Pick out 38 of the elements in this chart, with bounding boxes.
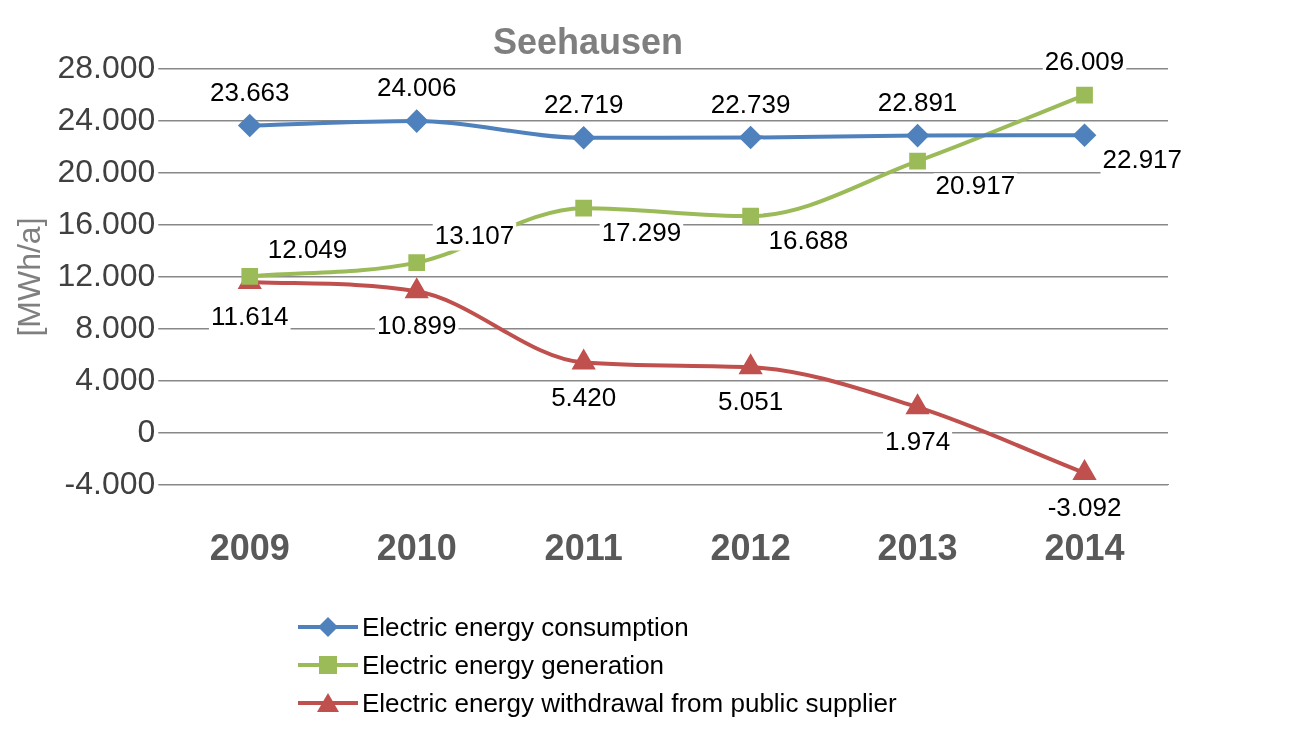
legend-label: Electric energy withdrawal from public supplier — [362, 687, 897, 720]
data-label: 5.051 — [718, 386, 784, 417]
data-label: 23.663 — [209, 76, 290, 107]
y-axis-title: [MWh/a] — [11, 217, 48, 337]
data-label: 12.049 — [267, 233, 348, 264]
data-label: 22.891 — [877, 86, 958, 117]
y-tick-label: 4.000 — [75, 360, 156, 397]
y-tick-label: 16.000 — [57, 204, 156, 241]
y-tick-label: 0 — [137, 412, 156, 449]
data-label: 20.917 — [935, 170, 1016, 201]
x-tick-label: 2013 — [877, 527, 958, 569]
x-tick-label: 2009 — [209, 527, 290, 569]
legend-label: Electric energy generation — [362, 649, 665, 682]
y-tick-label: 8.000 — [75, 308, 156, 345]
chart-title: Seehausen — [492, 20, 684, 62]
data-label: 11.614 — [210, 301, 289, 332]
data-label: 16.688 — [768, 225, 849, 256]
data-label: 24.006 — [376, 72, 457, 103]
x-tick-label: 2011 — [544, 527, 623, 569]
data-label: 10.899 — [376, 310, 457, 341]
x-tick-label: 2012 — [710, 527, 791, 569]
data-label: 17.299 — [601, 217, 682, 248]
x-tick-label: 2014 — [1044, 527, 1125, 569]
data-label: 22.719 — [543, 88, 624, 119]
y-tick-label: 12.000 — [57, 256, 156, 293]
data-label: 26.009 — [1044, 46, 1125, 77]
y-tick-label: 20.000 — [57, 152, 156, 189]
data-label: 13.107 — [434, 219, 515, 250]
data-label: 5.420 — [551, 381, 617, 412]
x-tick-label: 2010 — [376, 527, 457, 569]
y-tick-label: -4.000 — [64, 464, 156, 501]
y-tick-label: 24.000 — [57, 100, 156, 137]
data-label: 1.974 — [885, 426, 951, 457]
data-label: 22.917 — [1102, 144, 1183, 175]
data-label: -3.092 — [1047, 492, 1122, 523]
legend-label: Electric energy consumption — [362, 611, 689, 644]
y-tick-label: 28.000 — [57, 49, 156, 86]
data-label: 22.739 — [710, 88, 791, 119]
